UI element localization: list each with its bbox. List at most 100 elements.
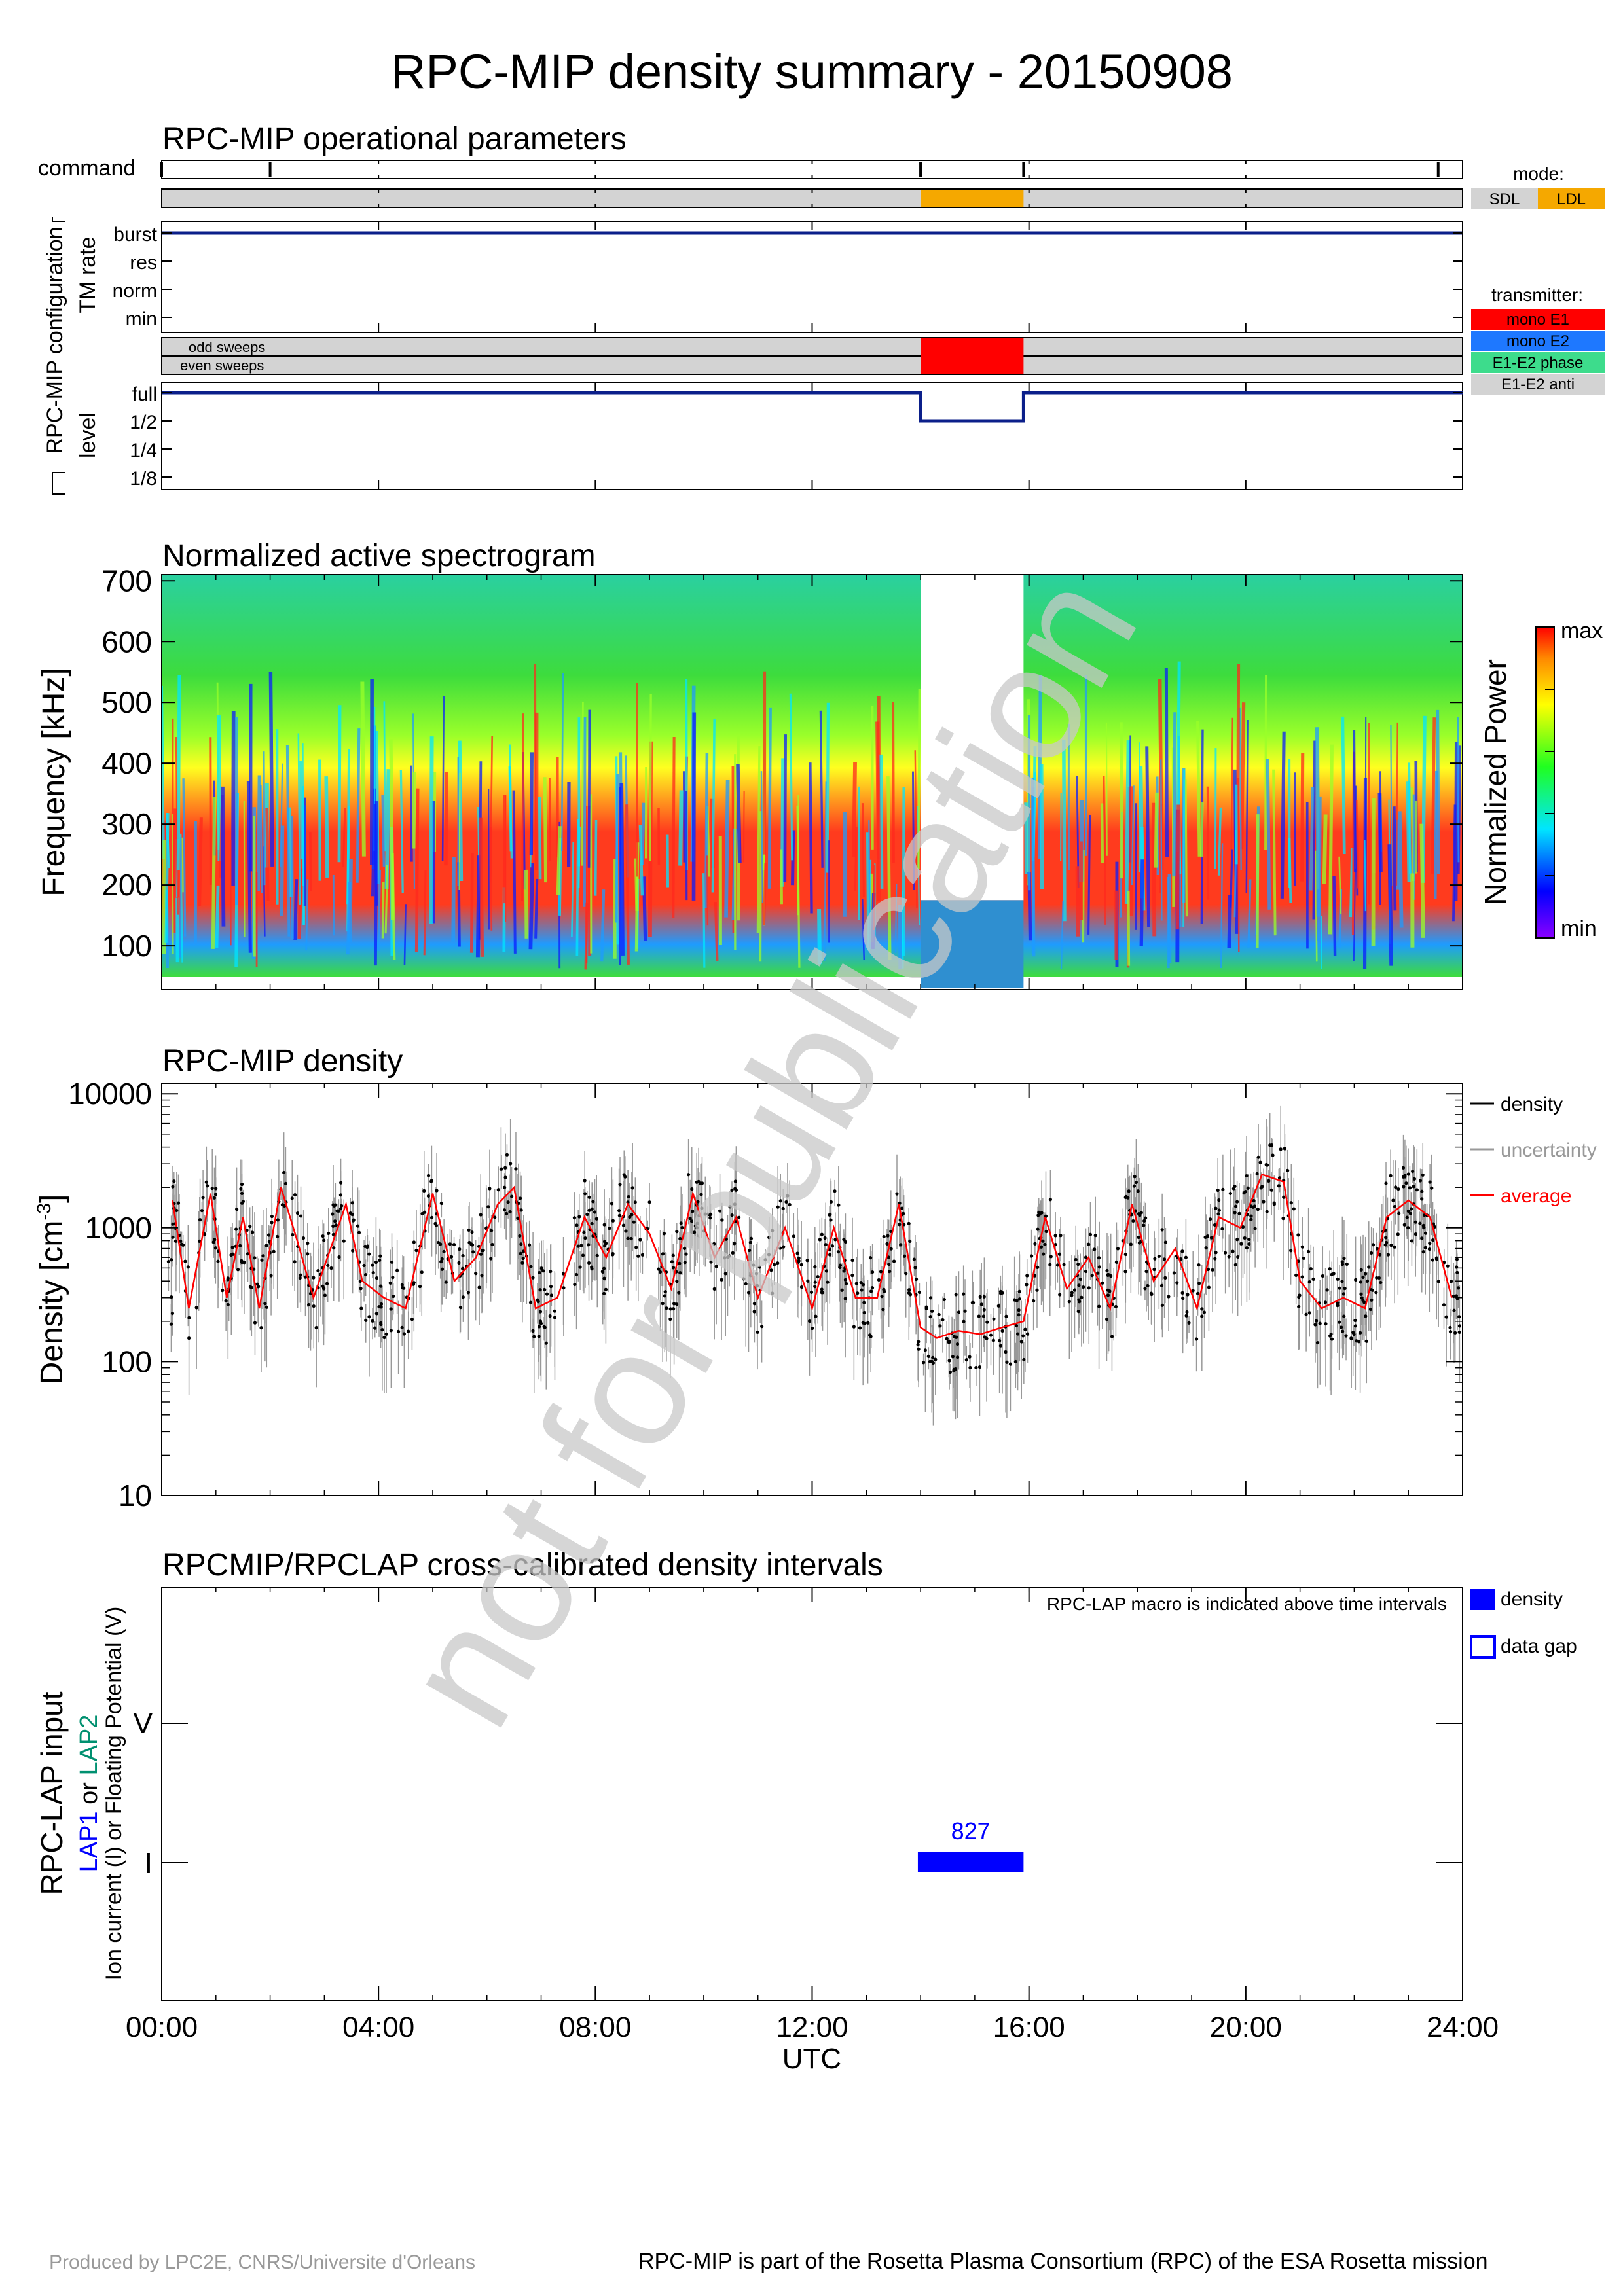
density-point [742, 1277, 746, 1281]
density-point [461, 1253, 465, 1258]
density-point [241, 1200, 245, 1204]
odd-sweeps-label: odd sweeps [189, 339, 265, 355]
command-ticks [160, 162, 1440, 177]
density-point [1406, 1226, 1410, 1230]
density-point [820, 1287, 824, 1291]
density-point [1160, 1228, 1164, 1232]
density-point [1142, 1219, 1146, 1223]
density-point [1123, 1252, 1127, 1257]
density-point [1082, 1285, 1085, 1289]
density-point [519, 1208, 523, 1212]
density-point [1370, 1288, 1374, 1292]
density-point [806, 1279, 810, 1283]
density-point [998, 1291, 1003, 1295]
ops-panel: RPC-MIP operational parameters command b… [38, 122, 1605, 495]
density-point [410, 1318, 414, 1321]
density-point [577, 1215, 581, 1219]
density-point [601, 1270, 605, 1274]
density-point [1000, 1329, 1004, 1333]
density-point [261, 1254, 265, 1258]
density-point [342, 1239, 346, 1243]
density-point [1144, 1270, 1148, 1274]
density-point [1053, 1234, 1057, 1238]
density-point [695, 1221, 699, 1225]
density-point [365, 1244, 370, 1248]
density-point [1040, 1211, 1044, 1215]
density-point [917, 1290, 922, 1295]
density-point [1233, 1204, 1238, 1208]
density-point [695, 1226, 699, 1230]
density-point [604, 1287, 608, 1291]
density-point [1162, 1257, 1167, 1261]
command-label: command [38, 156, 136, 181]
density-point [452, 1242, 456, 1247]
density-point [224, 1299, 228, 1303]
spectrogram-ytick-label-2: 300 [101, 807, 152, 841]
density-point [358, 1279, 362, 1283]
density-point [833, 1189, 837, 1193]
density-point [1233, 1263, 1237, 1266]
density-point [1084, 1269, 1088, 1274]
density-point [1239, 1242, 1243, 1246]
density-point [811, 1326, 814, 1331]
density-point [1235, 1200, 1239, 1204]
density-point [671, 1253, 675, 1257]
density-point [1214, 1206, 1218, 1210]
density-point [899, 1243, 903, 1247]
density-point [1233, 1211, 1237, 1215]
density-point [230, 1246, 234, 1249]
density-point [769, 1268, 773, 1272]
legend-mono-e2-swatch [1471, 331, 1605, 351]
density-point [1384, 1181, 1388, 1185]
density-point [683, 1261, 687, 1265]
density-point [1136, 1189, 1140, 1193]
density-point [1354, 1278, 1358, 1282]
lap-panel: RPCMIP/RPCLAP cross-calibrated density i… [35, 1548, 1577, 2001]
density-point [1186, 1293, 1190, 1297]
density-point [757, 1265, 761, 1269]
density-point [1340, 1280, 1344, 1283]
x-tick-label-2: 08:00 [559, 2011, 631, 2043]
density-point [1160, 1303, 1164, 1307]
density-point [1017, 1297, 1022, 1301]
density-point [733, 1242, 737, 1246]
density-point [280, 1203, 285, 1207]
density-point [1025, 1332, 1030, 1336]
density-point [916, 1342, 920, 1346]
colorbar-ticks [1545, 689, 1554, 876]
legend-sdl-swatch [1471, 188, 1538, 209]
density-point [331, 1212, 335, 1216]
density-point [400, 1325, 404, 1329]
lap-tick-i: I [145, 1847, 153, 1879]
density-point [1408, 1211, 1413, 1215]
density-point [590, 1221, 594, 1226]
density-point [329, 1266, 333, 1270]
density-point [1252, 1198, 1256, 1203]
density-point [590, 1267, 594, 1271]
density-point [1163, 1240, 1168, 1244]
density-point [996, 1304, 1000, 1308]
density-point [1296, 1233, 1300, 1237]
density-point [528, 1300, 533, 1304]
density-point [1129, 1242, 1133, 1246]
density-point [187, 1336, 191, 1340]
density-point [727, 1254, 731, 1258]
density-point [1116, 1247, 1120, 1251]
density-ylabel: Density [cm-3] [33, 1194, 69, 1385]
density-point [626, 1236, 630, 1240]
density-point [489, 1257, 493, 1261]
density-point [1323, 1300, 1328, 1304]
lap-ylabel-sub: Ion current (I) or Floating Potential (V… [101, 1607, 126, 1981]
density-point [461, 1295, 465, 1299]
density-point [907, 1288, 911, 1292]
density-point [744, 1282, 748, 1286]
density-point [426, 1194, 430, 1198]
density-point [1062, 1263, 1066, 1266]
density-point [338, 1193, 343, 1197]
density-point [1172, 1271, 1176, 1275]
density-point [856, 1291, 860, 1295]
density-point [938, 1324, 942, 1328]
density-point [470, 1243, 475, 1247]
density-point [1067, 1300, 1071, 1304]
density-point [301, 1236, 306, 1240]
